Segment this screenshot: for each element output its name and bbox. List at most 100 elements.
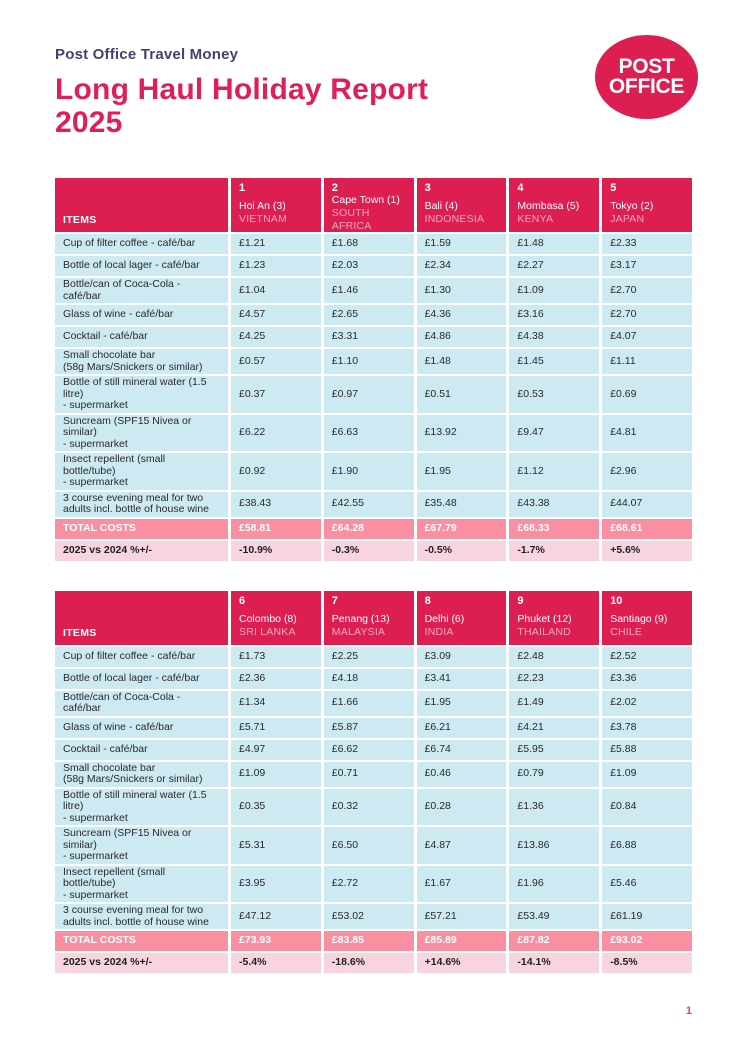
- item-label: Suncream (SPF15 Nivea or similar) - supe…: [55, 827, 228, 864]
- item-label: 3 course evening meal for two adults inc…: [55, 491, 228, 517]
- item-price: £3.41: [416, 668, 507, 689]
- item-price: £1.04: [231, 278, 321, 303]
- table-row: Insect repellent (small bottle/tube) - s…: [55, 453, 692, 490]
- destination-country: INDONESIA: [424, 213, 485, 225]
- item-price: £1.67: [416, 865, 507, 902]
- item-price: £5.71: [231, 717, 321, 738]
- destination-city: Phuket (12): [517, 612, 572, 625]
- destination-country: KENYA: [517, 213, 554, 225]
- destination-country: JAPAN: [610, 213, 645, 225]
- item-price: £1.95: [416, 690, 507, 716]
- destination-name-block: Colombo (8) SRI LANKA: [239, 613, 313, 639]
- item-price: £5.31: [231, 827, 321, 864]
- total-cost-value: £73.93: [231, 931, 321, 951]
- item-price: £4.38: [509, 327, 600, 347]
- item-price: £3.78: [602, 717, 692, 738]
- item-price: £1.34: [231, 690, 321, 716]
- item-price: £1.12: [509, 453, 600, 490]
- table-row: Bottle of still mineral water (1.5 litre…: [55, 376, 692, 413]
- item-label: Cocktail - café/bar: [55, 739, 228, 760]
- yoy-change-row: 2025 vs 2024 %+/- -10.9% -0.3% -0.5% -1.…: [55, 540, 692, 561]
- item-price: £2.52: [602, 646, 692, 667]
- item-price: £4.97: [231, 739, 321, 760]
- destination-country: INDIA: [424, 625, 454, 638]
- destination-rank: 5: [610, 182, 617, 194]
- table-row: Glass of wine - café/bar £4.57 £2.65 £4.…: [55, 305, 692, 325]
- item-price: £5.88: [602, 739, 692, 760]
- destination-name-block: Penang (13) MALAYSIA: [332, 613, 406, 639]
- destination-city: Bali (4): [424, 200, 458, 212]
- destination-name-block: Cape Town (1) SOUTH AFRICA: [332, 194, 406, 233]
- items-column-header: ITEMS: [55, 590, 228, 645]
- table-row: Suncream (SPF15 Nivea or similar) - supe…: [55, 414, 692, 451]
- item-price: £4.21: [509, 717, 600, 738]
- item-price: £2.03: [323, 256, 414, 276]
- destination-city: Tokyo (2): [610, 200, 654, 212]
- total-cost-value: £58.81: [231, 518, 321, 539]
- item-price: £1.59: [416, 234, 507, 254]
- price-table: ITEMS 1 Hoi An (3) VIETNAM 2: [55, 178, 692, 561]
- logo-text-line2: OFFICE: [608, 75, 685, 98]
- total-cost-value: £87.82: [509, 931, 600, 951]
- item-price: £3.95: [231, 865, 321, 902]
- item-price: £1.66: [323, 690, 414, 716]
- logo-text-line1: POST: [618, 55, 675, 78]
- item-price: £1.49: [509, 690, 600, 716]
- item-price: £2.23: [509, 668, 600, 689]
- item-price: £4.57: [231, 305, 321, 325]
- item-price: £1.09: [509, 278, 600, 303]
- item-price: £0.71: [323, 761, 414, 787]
- destination-city: Cape Town (1): [331, 194, 400, 206]
- item-price: £4.25: [231, 327, 321, 347]
- item-price: £0.92: [231, 453, 321, 490]
- yoy-change-label: 2025 vs 2024 %+/-: [55, 540, 228, 561]
- total-costs-label: TOTAL COSTS: [55, 931, 228, 951]
- destination-name-block: Tokyo (2) JAPAN: [610, 200, 684, 226]
- item-price: £0.84: [602, 788, 692, 825]
- item-price: £2.25: [323, 646, 414, 667]
- destination-name-block: Delhi (6) INDIA: [425, 613, 499, 639]
- item-price: £43.38: [509, 491, 600, 517]
- destination-rank: 2: [331, 182, 338, 194]
- item-price: £1.10: [323, 349, 414, 374]
- item-label: Glass of wine - café/bar: [55, 305, 228, 325]
- item-price: £6.63: [323, 414, 414, 451]
- item-price: £2.70: [602, 305, 692, 325]
- page-title: Long Haul Holiday Report 2025: [55, 73, 428, 139]
- brand-eyebrow: Post Office Travel Money: [55, 46, 239, 63]
- item-label: Small chocolate bar (58g Mars/Snickers o…: [55, 349, 228, 374]
- item-price: £53.02: [323, 904, 414, 929]
- item-price: £2.34: [416, 256, 507, 276]
- item-label: Insect repellent (small bottle/tube) - s…: [55, 865, 228, 902]
- item-price: £0.37: [231, 376, 321, 413]
- destination-rank: 10: [610, 594, 623, 607]
- total-costs-label: TOTAL COSTS: [55, 518, 228, 539]
- item-price: £53.49: [509, 904, 600, 929]
- page-number: 1: [685, 1005, 692, 1017]
- item-price: £6.50: [323, 827, 414, 864]
- item-price: £2.72: [323, 865, 414, 902]
- destination-city: Mombasa (5): [517, 200, 580, 212]
- item-label: Cup of filter coffee - café/bar: [55, 234, 228, 254]
- page-title-line2: 2025: [55, 106, 123, 139]
- item-price: £1.96: [509, 865, 600, 902]
- yoy-change-value: -1.7%: [509, 540, 600, 561]
- table-row: Bottle of still mineral water (1.5 litre…: [55, 788, 692, 825]
- yoy-change-value: -10.9%: [231, 540, 321, 561]
- destination-column-header: 6 Colombo (8) SRI LANKA: [231, 590, 321, 645]
- item-price: £0.46: [416, 761, 507, 787]
- item-price: £1.46: [323, 278, 414, 303]
- total-costs-row: TOTAL COSTS £58.81 £64.28 £67.79 £68.33 …: [55, 518, 692, 539]
- destination-country: CHILE: [610, 625, 643, 638]
- destination-city: Colombo (8): [239, 612, 297, 625]
- table-row: 3 course evening meal for two adults inc…: [55, 904, 692, 929]
- item-price: £4.81: [602, 414, 692, 451]
- yoy-change-row: 2025 vs 2024 %+/- -5.4% -18.6% +14.6% -1…: [55, 953, 692, 973]
- destination-column-header: 10 Santiago (9) CHILE: [602, 590, 692, 645]
- item-price: £0.57: [231, 349, 321, 374]
- table-row: 3 course evening meal for two adults inc…: [55, 491, 692, 517]
- destination-city: Santiago (9): [610, 612, 668, 625]
- yoy-change-label: 2025 vs 2024 %+/-: [55, 953, 228, 973]
- destination-city: Hoi An (3): [239, 200, 286, 212]
